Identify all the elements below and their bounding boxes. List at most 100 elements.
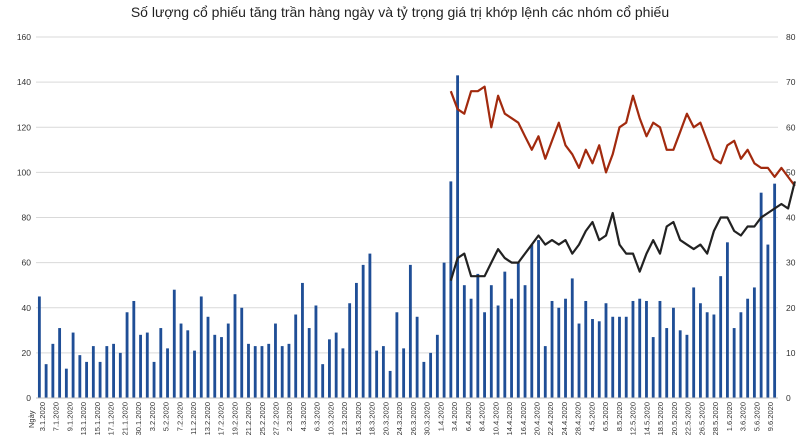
bar xyxy=(557,307,561,398)
bar xyxy=(91,346,95,398)
bar xyxy=(766,244,770,398)
bar xyxy=(543,346,547,398)
x-tick-label: 7.1.2020 xyxy=(52,402,61,431)
bar xyxy=(220,337,223,398)
bar xyxy=(361,264,365,398)
bar xyxy=(732,328,736,398)
bar xyxy=(577,323,581,398)
y-right-tick-label: 40 xyxy=(786,213,796,223)
bar xyxy=(685,334,689,398)
bar xyxy=(240,307,244,398)
x-tick-label: 26.5.2020 xyxy=(697,402,706,435)
bar xyxy=(274,323,277,398)
bar xyxy=(199,296,203,398)
bar xyxy=(145,332,149,398)
bar xyxy=(179,323,183,398)
bars-layer xyxy=(37,75,777,398)
y-right-tick-label: 70 xyxy=(786,77,796,87)
x-tick-label: 28.5.2020 xyxy=(711,402,720,435)
bar xyxy=(462,285,466,398)
x-tick-label: 17.1.2020 xyxy=(107,402,116,435)
bar xyxy=(550,300,554,398)
x-tick-label: 9.6.2020 xyxy=(766,402,775,431)
x-tick-label: 17.2.2020 xyxy=(217,402,226,435)
bar xyxy=(267,343,271,398)
x-tick-label: 1.4.2020 xyxy=(436,402,445,431)
bar xyxy=(368,253,372,398)
bar xyxy=(287,343,291,398)
x-tick-label: 6.5.2020 xyxy=(601,402,610,431)
bar xyxy=(611,316,615,398)
x-tick-label: 14.4.2020 xyxy=(505,402,514,435)
x-tick-label: 8.5.2020 xyxy=(615,402,624,431)
x-tick-label: 30.1.2020 xyxy=(134,402,143,435)
bar xyxy=(435,334,439,398)
bar xyxy=(98,361,102,398)
x-tick-label: 7.2.2020 xyxy=(175,402,184,431)
bar xyxy=(415,316,419,398)
bar xyxy=(705,312,709,398)
x-tick-label: 13.2.2020 xyxy=(203,402,212,435)
y-left-tick-label: 160 xyxy=(17,32,31,42)
bar xyxy=(233,294,237,398)
bar xyxy=(645,300,648,398)
bar xyxy=(348,303,352,398)
bar xyxy=(773,183,777,398)
bar xyxy=(301,282,304,398)
x-tick-label: 22.4.2020 xyxy=(546,402,555,435)
y-left-tick-label: 60 xyxy=(22,258,32,268)
y-left-tick-label: 80 xyxy=(22,213,32,223)
bar xyxy=(152,361,156,398)
x-tick-label: 5.2.2020 xyxy=(162,402,171,431)
x-axis-title: Ngày xyxy=(27,410,36,428)
y-right-tick-label: 10 xyxy=(786,348,796,358)
bar xyxy=(752,287,756,398)
bar xyxy=(651,337,655,398)
x-tick-label: 16.4.2020 xyxy=(519,402,528,435)
x-tick-label: 3.2.2020 xyxy=(148,402,157,431)
x-tick-label: 9.1.2020 xyxy=(66,402,75,431)
chart-title: Số lượng cổ phiếu tăng trần hàng ngày và… xyxy=(130,4,670,20)
bar xyxy=(516,262,520,398)
x-tick-label: 12.3.2020 xyxy=(340,402,349,435)
bar xyxy=(247,343,250,398)
y-right-tick-label: 0 xyxy=(786,393,791,403)
bar xyxy=(58,328,62,398)
bar xyxy=(489,285,493,398)
x-tick-label: 20.4.2020 xyxy=(533,402,542,435)
bar xyxy=(381,346,385,398)
bar xyxy=(321,364,325,398)
bar xyxy=(37,296,41,398)
bar xyxy=(328,339,331,398)
bar xyxy=(186,330,190,398)
bar xyxy=(118,352,122,398)
bar xyxy=(759,192,763,398)
y-axis-left: 0 20 40 60 80 100 120 140 160 xyxy=(17,32,31,403)
x-tick-label: 20.3.2020 xyxy=(381,402,390,435)
bar xyxy=(51,343,55,398)
x-tick-label: 18.3.2020 xyxy=(368,402,377,435)
bar xyxy=(395,312,399,398)
x-tick-label: 25.2.2020 xyxy=(258,402,267,435)
bar xyxy=(64,368,68,398)
line-series-2 xyxy=(449,181,796,282)
bar xyxy=(132,300,136,398)
bar xyxy=(618,316,621,398)
bar xyxy=(449,181,453,398)
bar xyxy=(638,298,642,398)
y-left-tick-label: 40 xyxy=(22,303,32,313)
y-right-tick-label: 80 xyxy=(786,32,796,42)
x-tick-label: 10.3.2020 xyxy=(327,402,336,435)
x-tick-label: 12.5.2020 xyxy=(629,402,638,435)
bar xyxy=(139,334,142,398)
bar xyxy=(166,348,169,398)
bar xyxy=(692,287,696,398)
lines-layer xyxy=(449,85,796,282)
x-tick-label: 21.1.2020 xyxy=(120,402,129,435)
bar xyxy=(604,303,608,398)
x-tick-label: 2.3.2020 xyxy=(285,402,294,431)
bar xyxy=(537,240,540,398)
bar xyxy=(78,355,82,398)
x-tick-label: 13.1.2020 xyxy=(79,402,88,435)
